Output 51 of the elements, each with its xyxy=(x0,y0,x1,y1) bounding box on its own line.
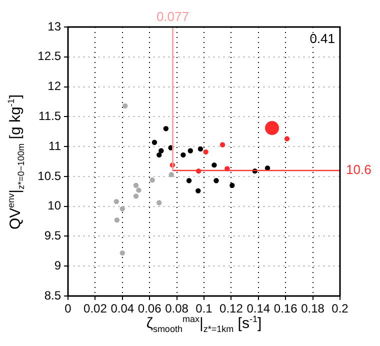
point xyxy=(150,177,155,183)
y-tick-label: 11.5 xyxy=(38,108,62,123)
point xyxy=(114,198,120,204)
y-tick-label: 10.5 xyxy=(38,168,62,183)
point xyxy=(220,142,226,148)
y-tick-label: 8.5 xyxy=(44,288,62,302)
point xyxy=(186,178,192,184)
point xyxy=(136,188,142,193)
y-tick-label: 12.5 xyxy=(38,49,62,64)
x-tick-label: 0.04 xyxy=(110,302,134,316)
y-tick-label: 13 xyxy=(48,19,62,34)
point xyxy=(230,182,235,188)
point xyxy=(122,103,128,109)
y-tick-label: 9 xyxy=(54,258,62,272)
x-tick-label: 0.1 xyxy=(196,302,213,316)
point xyxy=(120,206,125,212)
y-tick-label: 9.5 xyxy=(44,228,62,243)
y-tick-label: 11 xyxy=(48,138,62,153)
x-tick-label: 0.14 xyxy=(246,302,270,316)
ref-line-label: 0.077 xyxy=(156,9,189,24)
annotation: 0.41 xyxy=(310,31,335,46)
point xyxy=(158,148,164,154)
point xyxy=(198,146,204,152)
point xyxy=(180,152,186,158)
x-tick-label: 0.18 xyxy=(301,302,325,316)
point xyxy=(214,178,219,184)
point xyxy=(156,200,162,206)
point xyxy=(156,152,162,158)
y-tick-label: 10 xyxy=(48,198,62,213)
x-tick-label: 0 xyxy=(64,302,72,316)
point xyxy=(133,182,139,188)
x-tick-label: 0.08 xyxy=(165,302,189,316)
point xyxy=(196,188,201,194)
x-tick-label: 0.02 xyxy=(84,302,108,316)
point xyxy=(203,149,208,155)
x-tick-label: 0.16 xyxy=(274,302,298,316)
x-tick-label: 0.12 xyxy=(220,302,244,316)
point xyxy=(188,148,193,154)
y-tick-label: 12 xyxy=(48,79,62,94)
point xyxy=(114,217,120,223)
point xyxy=(168,172,174,178)
point xyxy=(152,140,158,145)
point xyxy=(120,250,125,256)
x-tick-label: 0.2 xyxy=(332,302,349,316)
ref-line-label: 10.6 xyxy=(346,162,372,178)
x-axis-title: ζ$_{smooth}$$^{max}$|$_{z*=1km}$ [s$^{-1}$] xyxy=(145,314,263,334)
x-tick-label: 0.06 xyxy=(138,302,162,316)
point xyxy=(133,194,139,199)
point xyxy=(212,162,217,168)
point xyxy=(163,126,169,132)
point xyxy=(284,136,290,142)
